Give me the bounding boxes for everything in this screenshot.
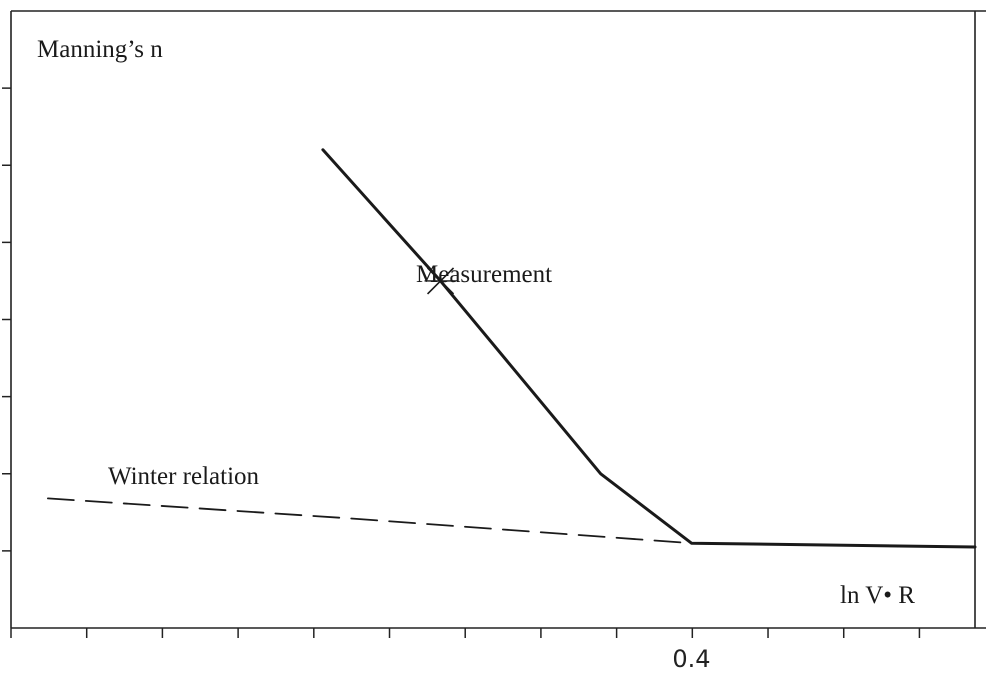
x-tick-label: 0.4 [672, 645, 710, 673]
summer-curve-line [321, 148, 977, 549]
measurement-marker [424, 267, 457, 295]
y-axis-ticks [2, 87, 11, 552]
winter-relation-line [47, 497, 693, 545]
measurement-label: Measurement [416, 261, 552, 288]
x-tick-labels: 0.4 [672, 645, 710, 673]
series-layer [47, 148, 977, 549]
y-axis-title: Manning’s n [37, 36, 163, 63]
x-axis-title: ln V• R [840, 582, 915, 609]
x-axis-ticks [10, 628, 921, 638]
winter-relation-label: Winter relation [108, 463, 260, 490]
